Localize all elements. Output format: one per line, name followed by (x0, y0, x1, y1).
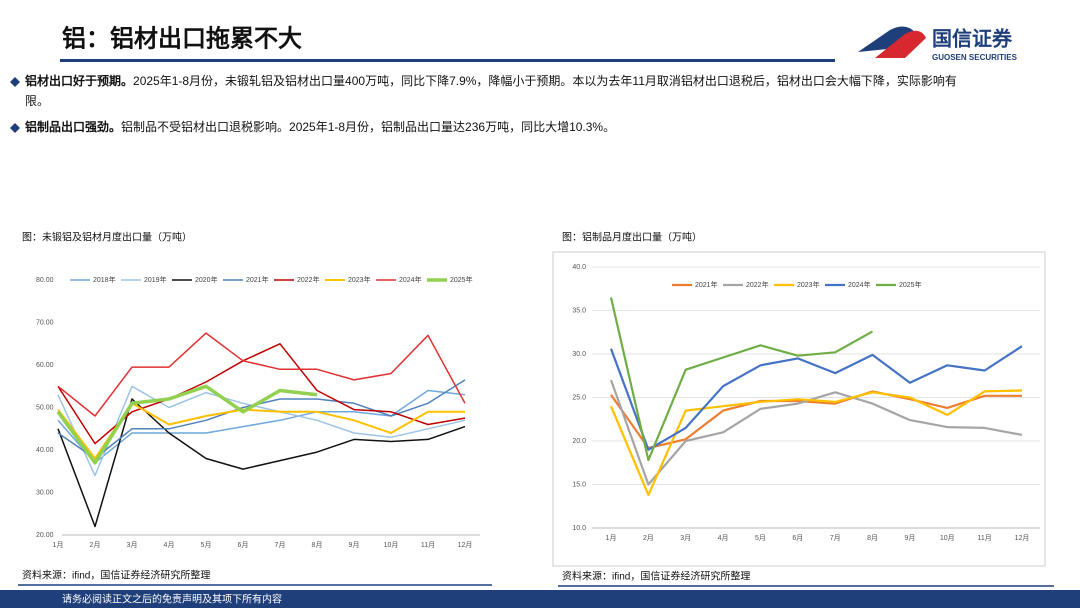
x-tick-label: 7月 (830, 534, 841, 542)
x-tick-label: 10月 (940, 534, 955, 542)
x-tick-label: 1月 (606, 534, 617, 542)
y-tick-label: 50.00 (36, 404, 54, 411)
legend-label: 2020年 (195, 275, 218, 284)
legend-label: 2024年 (399, 275, 422, 284)
chart-title: 图：未锻铝及铝材月度出口量（万吨） (22, 231, 192, 244)
logo-red (875, 30, 926, 58)
y-tick-label: 30.0 (572, 351, 586, 358)
legend-label: 2018年 (93, 275, 116, 284)
chart-source: 资料来源：ifind，国信证券经济研究所整理 (22, 569, 210, 582)
y-tick-label: 70.00 (36, 319, 54, 326)
y-tick-label: 20.0 (572, 438, 586, 445)
x-tick-label: 2月 (90, 541, 101, 549)
bullet-text: 铝材出口好于预期。2025年1-8月份，未锻轧铝及铝材出口量400万吨，同比下降… (25, 73, 957, 88)
logo-en: GUOSEN SECURITIES (932, 53, 1018, 62)
logo-text: 国信证券 (932, 26, 1013, 50)
bullet-icon (10, 77, 20, 87)
series-line (57, 398, 466, 528)
legend-label: 2023年 (348, 275, 371, 284)
x-tick-label: 1月 (53, 541, 64, 549)
bullet-body: 铝制品不受铝材出口退税影响。2025年1-8月份，铝制品出口量达236万吨，同比… (121, 119, 615, 134)
bullet-icon (10, 123, 20, 133)
x-tick-label: 10月 (384, 541, 399, 549)
x-tick-label: 3月 (127, 541, 138, 549)
bullet-bold: 铝制品出口强劲。 (25, 119, 121, 134)
series-line (57, 343, 466, 445)
series-line (609, 345, 1023, 451)
bullet-text-cont: 限。 (25, 94, 49, 108)
footer-bar (0, 590, 1080, 608)
x-tick-label: 4月 (718, 534, 729, 542)
bullets: 铝材出口好于预期。2025年1-8月份，未锻轧铝及铝材出口量400万吨，同比下降… (10, 73, 957, 134)
x-tick-label: 4月 (164, 541, 175, 549)
bullet-body: 2025年1-8月份，未锻轧铝及铝材出口量400万吨，同比下降7.9%，降幅小于… (133, 73, 957, 88)
series-line (609, 297, 874, 462)
logo-blue (858, 26, 915, 52)
chart-frame (552, 251, 1046, 567)
series-line (57, 385, 466, 477)
legend-label: 2025年 (899, 280, 922, 289)
y-tick-label: 40.0 (572, 264, 586, 271)
x-tick-label: 5月 (755, 534, 766, 542)
y-tick-label: 20.00 (36, 532, 54, 539)
series-line (609, 389, 1023, 496)
legend-label: 2022年 (297, 275, 320, 284)
legend-label: 2019年 (144, 275, 167, 284)
legend-label: 2023年 (797, 280, 820, 289)
series-line (57, 389, 466, 464)
x-tick-label: 11月 (977, 534, 991, 542)
series-line (610, 390, 1022, 450)
x-tick-label: 12月 (458, 541, 473, 549)
x-tick-label: 9月 (349, 541, 360, 549)
series-line (57, 332, 466, 417)
y-tick-label: 15.0 (572, 481, 586, 488)
chart-source: 资料来源：ifind，国信证券经济研究所整理 (562, 570, 750, 583)
legend-label: 2024年 (848, 280, 871, 289)
charts: 图：未锻铝及铝材月度出口量（万吨） 资料来源：ifind，国信证券经济研究所整理 2… (18, 231, 1054, 587)
series-line (56, 384, 318, 465)
y-tick-label: 25.0 (572, 394, 586, 401)
bullet-bold: 铝材出口好于预期。 (25, 73, 133, 88)
x-tick-label: 8月 (312, 541, 323, 549)
footer-text: 请务必阅读正文之后的免责声明及其项下所有内容 (62, 593, 282, 606)
title-rule (60, 59, 835, 62)
legend-label: 2025年 (450, 275, 473, 284)
x-tick-label: 5月 (201, 541, 212, 549)
bullet-text: 铝制品出口强劲。铝制品不受铝材出口退税影响。2025年1-8月份，铝制品出口量达… (25, 119, 615, 134)
legend-label: 2021年 (695, 280, 718, 289)
legend-label: 2021年 (246, 275, 269, 284)
legend-label: 2022年 (746, 280, 769, 289)
chart-title: 图：铝制品月度出口量（万吨） (562, 231, 702, 244)
x-tick-label: 3月 (680, 534, 691, 542)
x-tick-label: 8月 (867, 534, 878, 542)
x-tick-label: 9月 (904, 534, 915, 542)
y-tick-label: 30.00 (36, 489, 54, 496)
x-tick-label: 7月 (275, 541, 286, 549)
y-tick-label: 60.00 (36, 362, 54, 369)
y-tick-label: 80.00 (36, 277, 54, 284)
series-line (609, 379, 1023, 486)
x-tick-label: 12月 (1015, 534, 1030, 542)
y-tick-label: 40.00 (36, 447, 54, 454)
x-tick-label: 6月 (792, 534, 803, 542)
y-tick-label: 10.0 (572, 525, 586, 532)
y-tick-label: 35.0 (572, 307, 586, 314)
x-tick-label: 11月 (421, 541, 435, 549)
x-tick-label: 6月 (238, 541, 249, 549)
x-tick-label: 2月 (643, 534, 654, 542)
slide-title: 铝：铝材出口拖累不大 (62, 24, 302, 52)
